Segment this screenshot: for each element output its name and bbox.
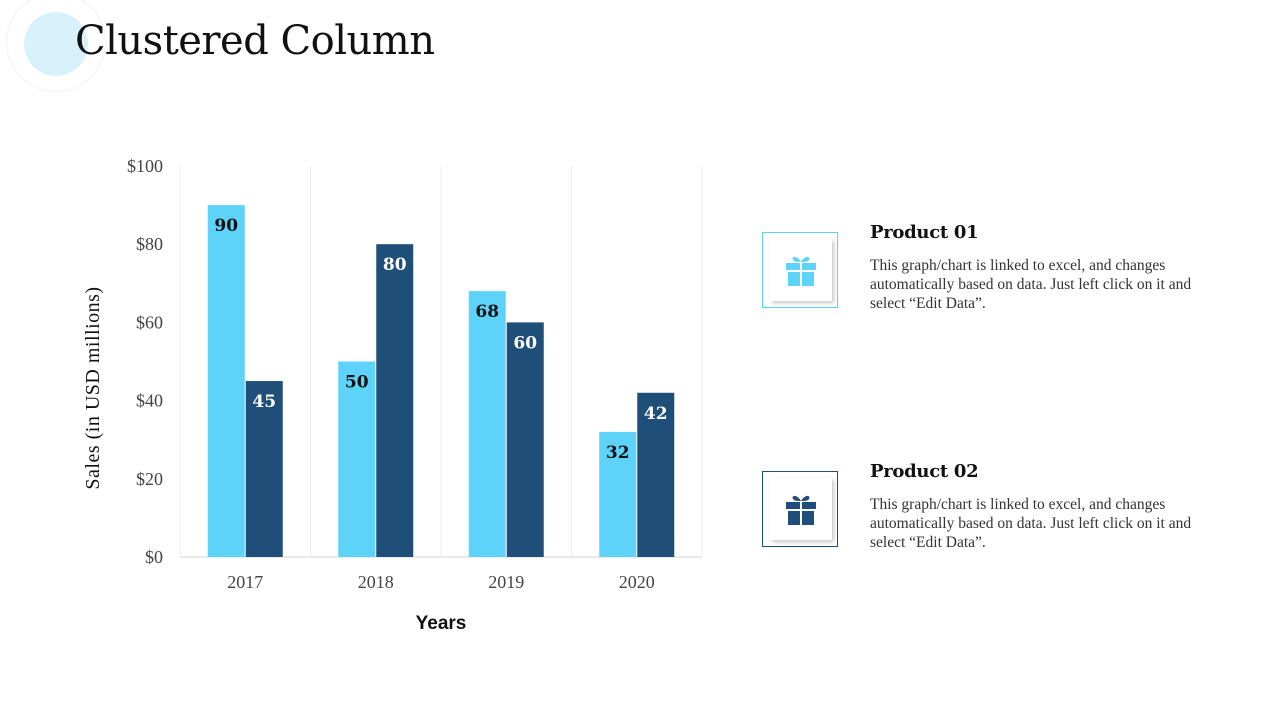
- product-01-icon-tile: [770, 239, 832, 301]
- data-labels: 90 45 50 80 68 60 32 42: [214, 216, 667, 463]
- x-tick-label: 2019: [488, 572, 524, 592]
- product-02-icon-frame: [762, 471, 838, 547]
- decorative-ring: [6, 0, 106, 92]
- y-tick-label: $100: [127, 156, 163, 176]
- y-tick-label: $80: [136, 234, 163, 254]
- data-label-product-01-2017: 90: [214, 216, 238, 236]
- data-label-product-02-2019: 60: [513, 333, 537, 353]
- data-label-product-02-2018: 80: [383, 255, 407, 275]
- legend-item-product-02: Product 02 This graph/chart is linked to…: [762, 461, 1191, 551]
- axis-ticks: $0 $20 $40 $60 $80 $100 2017 2018 2019 2020: [127, 156, 655, 592]
- data-label-product-01-2018: 50: [345, 373, 369, 393]
- y-tick-label: $60: [136, 312, 163, 332]
- gift-icon: [786, 256, 816, 286]
- bar-product-02-2017: [245, 381, 283, 557]
- y-tick-label: $0: [145, 547, 163, 567]
- bars: [207, 205, 675, 557]
- decorative-circle: [24, 12, 88, 76]
- y-axis-title: Sales (in USD millions): [82, 286, 104, 489]
- legend-title-product-01: Product 01: [870, 222, 979, 243]
- bar-product-02-2020: [637, 392, 675, 557]
- y-tick-label: $40: [136, 391, 163, 411]
- data-label-product-02-2017: 45: [252, 392, 276, 412]
- y-tick-label: $20: [136, 469, 163, 489]
- legend-description-product-02: This graph/chart is linked to excel, and…: [870, 496, 1192, 551]
- legend-description-product-01: This graph/chart is linked to excel, and…: [870, 257, 1192, 312]
- x-tick-label: 2020: [619, 572, 655, 592]
- product-02-icon-tile: [770, 478, 832, 540]
- data-label-product-01-2019: 68: [475, 302, 499, 322]
- bar-product-02-2018: [376, 244, 414, 557]
- page-title: Clustered Column: [75, 18, 435, 64]
- data-label-product-01-2020: 32: [606, 443, 630, 463]
- legend-item-product-01: Product 01 This graph/chart is linked to…: [762, 222, 1191, 312]
- x-tick-label: 2017: [227, 572, 263, 592]
- clustered-column-chart: 90 45 50 80 68 60 32 42 $0 $20 $40 $60 $80 $100 2017 2…: [82, 156, 703, 634]
- product-01-icon-frame: [762, 232, 838, 308]
- bar-product-01-2018: [338, 361, 376, 557]
- bar-product-01-2019: [468, 291, 506, 557]
- data-label-product-02-2020: 42: [644, 404, 668, 424]
- x-axis-title: Years: [416, 613, 467, 634]
- x-tick-label: 2018: [358, 572, 394, 592]
- bar-product-01-2017: [207, 205, 245, 557]
- bar-product-02-2019: [506, 322, 544, 557]
- legend-title-product-02: Product 02: [870, 461, 979, 482]
- bar-product-01-2020: [599, 431, 637, 557]
- gift-icon: [786, 495, 816, 525]
